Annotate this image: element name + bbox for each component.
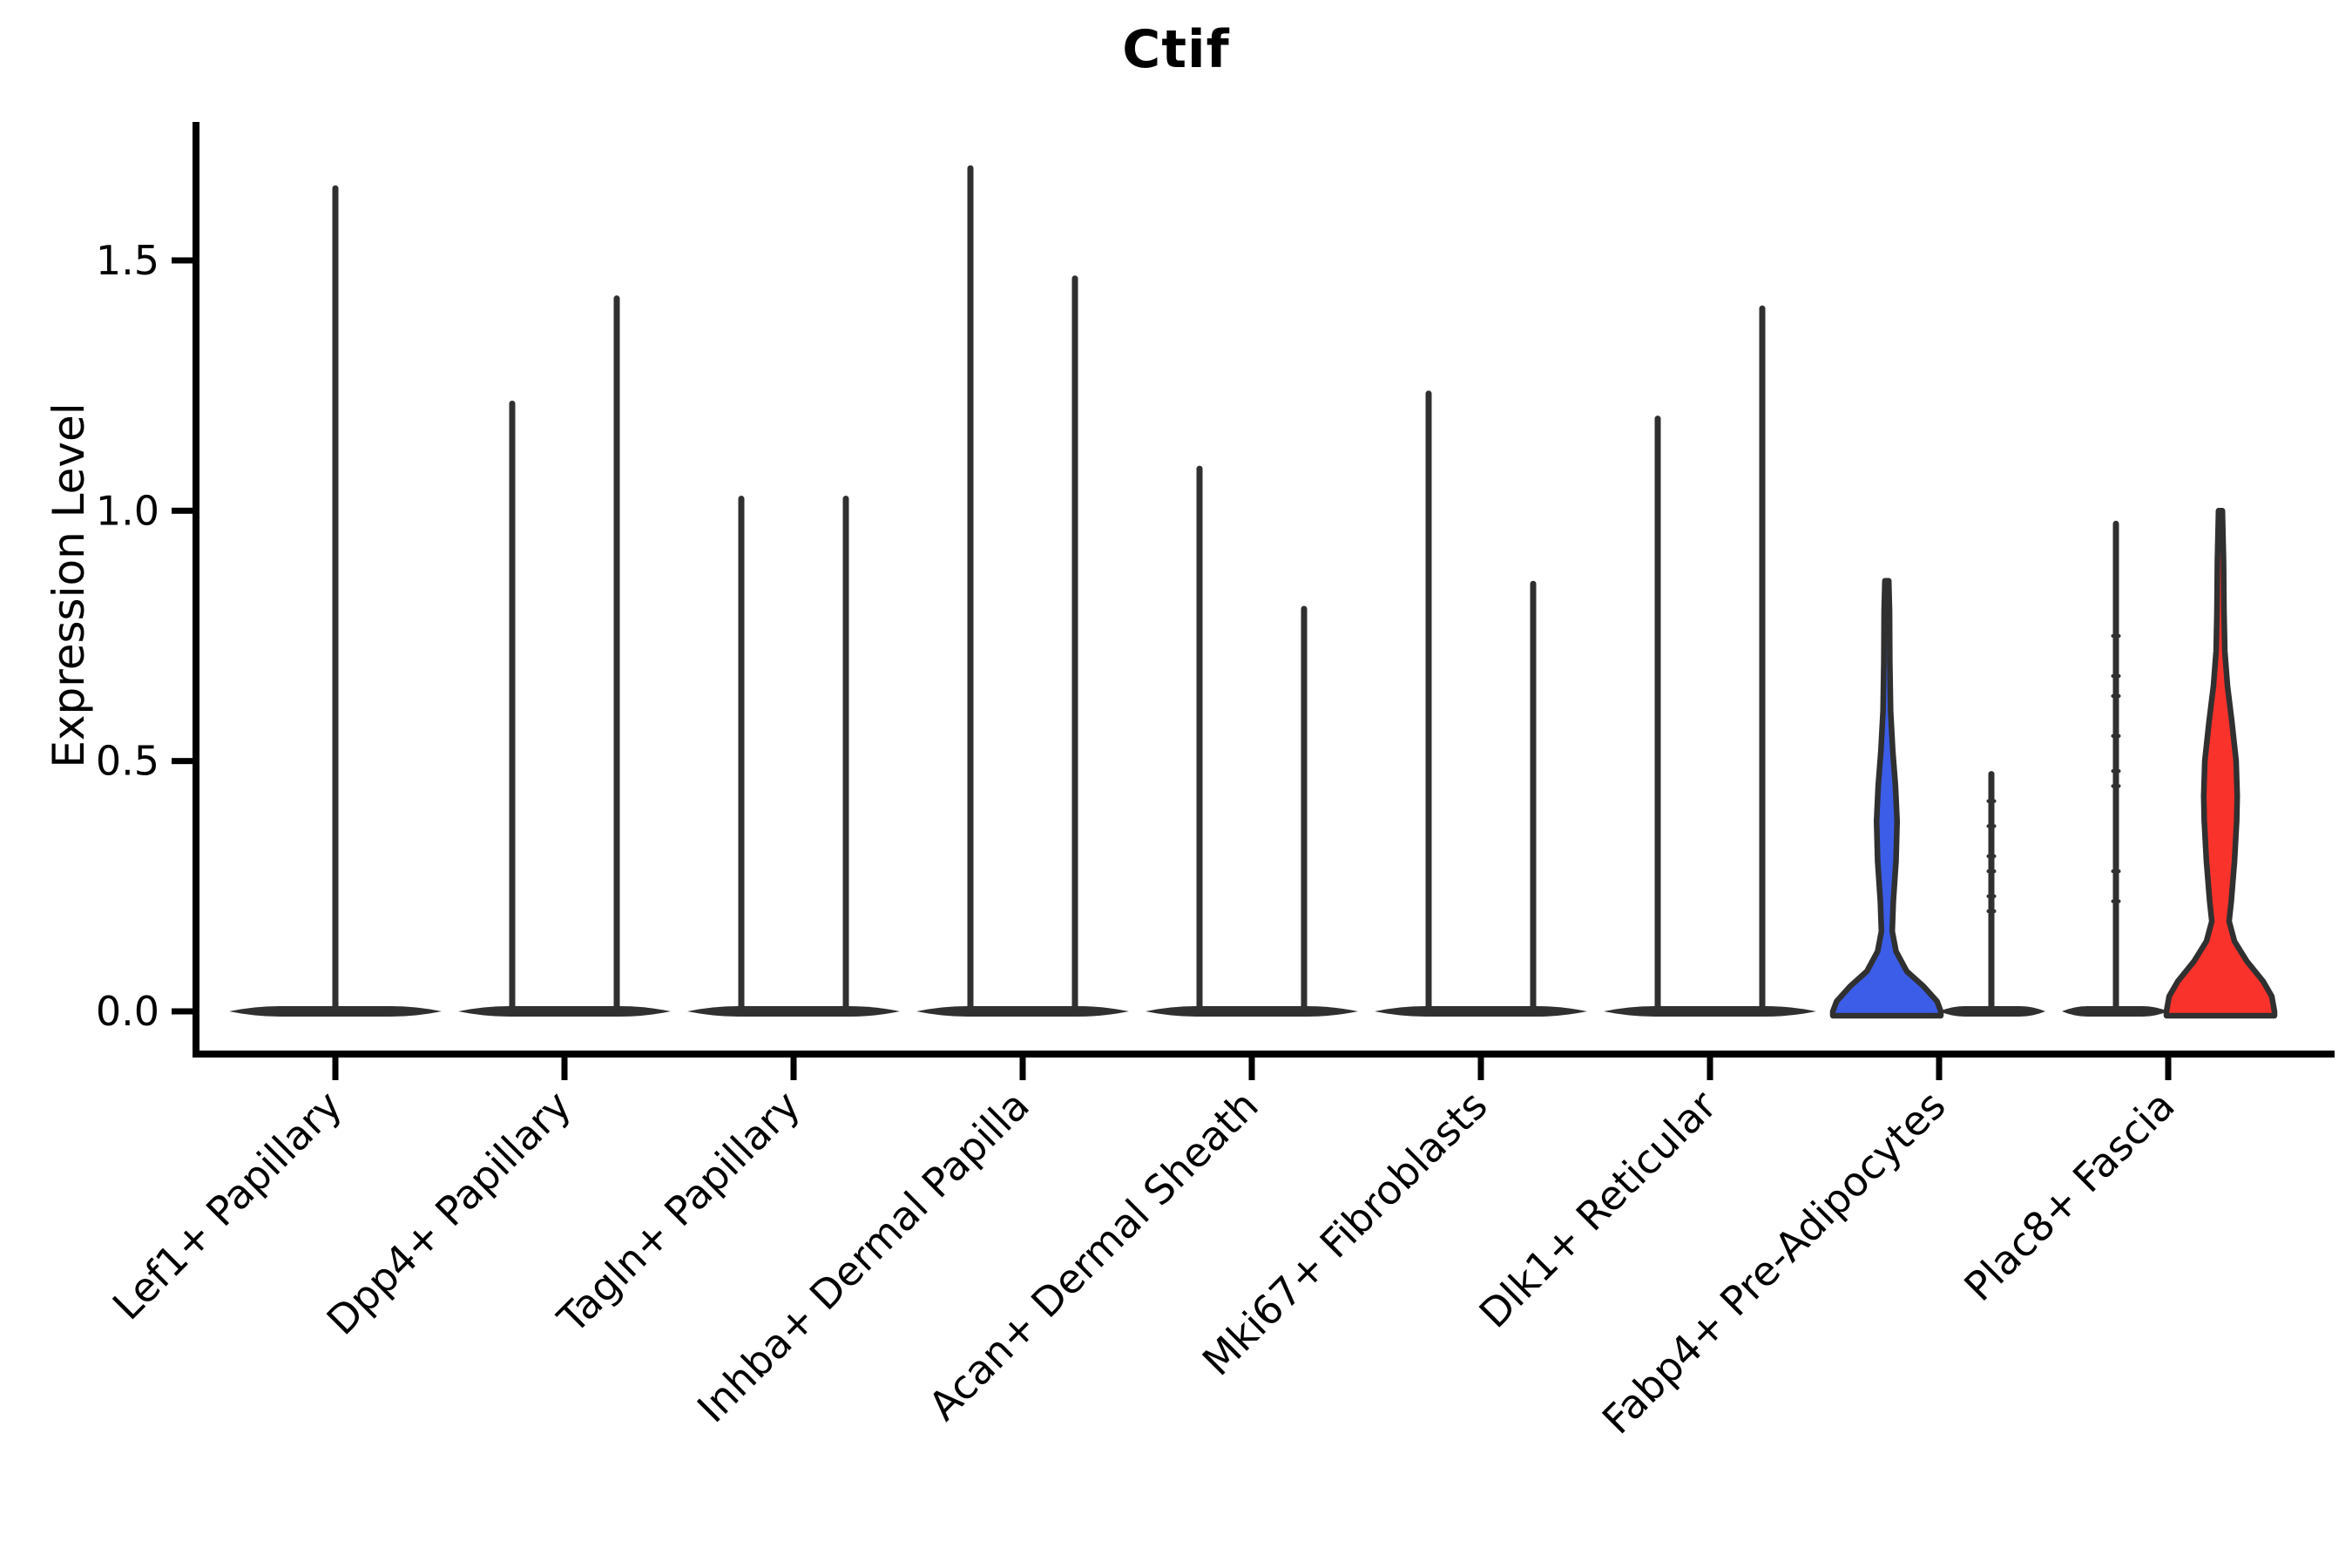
data-point (2111, 673, 2121, 678)
chart-title: Ctif (1122, 19, 1230, 80)
violin-base (916, 1006, 1129, 1017)
violin-spike (1654, 416, 1661, 1014)
x-tick (1477, 1058, 1484, 1080)
y-tick-label: 1.0 (96, 487, 159, 534)
x-category-label: Dlk1+ Reticular (1470, 1082, 1726, 1337)
violin-base (1604, 1006, 1816, 1017)
x-category-label: Tagln+ Papillary (548, 1082, 809, 1343)
violin-spike (738, 496, 745, 1014)
violin-base (1146, 1006, 1358, 1017)
violin-spike (509, 400, 516, 1015)
violin-highlight-blue (1829, 578, 1944, 1019)
x-tick (1936, 1058, 1943, 1080)
violin-base (458, 1006, 671, 1017)
data-point (2111, 899, 2121, 903)
data-point (1986, 869, 1997, 874)
x-tick (332, 1058, 339, 1080)
violin-base (687, 1006, 900, 1017)
y-tick (172, 257, 196, 264)
x-tick (1019, 1058, 1026, 1080)
x-category-label: Dpp4+ Papillary (318, 1082, 580, 1344)
data-point (1986, 854, 1997, 858)
violin-spike (1530, 580, 1537, 1014)
data-point (2111, 733, 2121, 738)
data-point (2111, 869, 2121, 874)
data-point (2111, 769, 2121, 774)
y-axis-spine (193, 122, 199, 1058)
violin-spike (1425, 390, 1432, 1014)
violin-spike (613, 295, 620, 1015)
violin-spike (332, 185, 339, 1014)
data-point (2111, 693, 2121, 698)
y-tick (172, 758, 196, 765)
x-tick (1248, 1058, 1255, 1080)
data-point (2111, 784, 2121, 788)
x-tick (561, 1058, 568, 1080)
x-tick (1707, 1058, 1713, 1080)
x-axis-spine (193, 1051, 2335, 1058)
y-tick (172, 507, 196, 514)
x-tick (2165, 1058, 2172, 1080)
violin-base (1375, 1006, 1587, 1017)
data-point (1986, 799, 1997, 803)
x-category-label: Plac8+ Fascia (1955, 1082, 2183, 1310)
x-tick (790, 1058, 797, 1080)
violin-spike (2112, 520, 2119, 1014)
x-category-label: Lef1+ Papillary (104, 1082, 351, 1329)
y-tick-label: 1.5 (96, 237, 159, 284)
data-point (1986, 824, 1997, 828)
violin-spike (1196, 465, 1203, 1014)
violin-highlight-red (2163, 508, 2278, 1019)
y-tick-label: 0.0 (96, 988, 159, 1035)
violin-spike (1988, 771, 1995, 1014)
y-tick (172, 1008, 196, 1015)
violin-spike (1301, 605, 1308, 1014)
data-point (2111, 633, 2121, 638)
violin-spike (1071, 275, 1078, 1014)
violin-spike (967, 165, 974, 1014)
data-point (1986, 909, 1997, 914)
violin-spike (842, 496, 849, 1014)
y-tick-label: 0.5 (96, 738, 159, 785)
data-point (1986, 894, 1997, 898)
violin-spike (1759, 305, 1766, 1015)
